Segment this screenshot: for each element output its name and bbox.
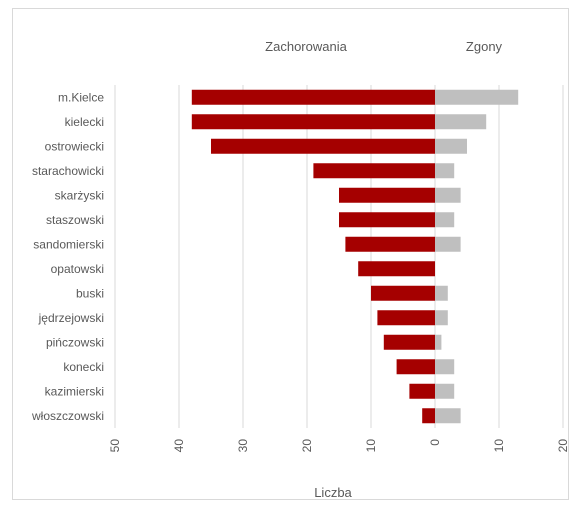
bar-zachorowania xyxy=(191,114,435,130)
category-label: m.Kielce xyxy=(58,90,104,104)
bar-zgony xyxy=(435,334,442,350)
bar-zachorowania xyxy=(396,359,435,375)
bar-zachorowania xyxy=(377,310,435,326)
x-tick-labels: 50 40 30 20 10 0 10 20 xyxy=(108,439,570,453)
bar-zgony xyxy=(435,114,487,130)
category-label: ostrowiecki xyxy=(45,139,104,153)
bar-zgony xyxy=(435,212,455,228)
bar-zgony xyxy=(435,310,448,326)
x-tick-label: 20 xyxy=(556,439,570,453)
bar-zgony xyxy=(435,138,467,154)
category-label: opatowski xyxy=(51,262,104,276)
x-tick-label: 20 xyxy=(300,439,314,453)
x-tick-label: 30 xyxy=(236,439,250,453)
left-series-header: Zachorowania xyxy=(265,39,347,54)
x-tick-label: 10 xyxy=(492,439,506,453)
bar-zachorowania xyxy=(345,236,435,252)
category-label: staszowski xyxy=(46,213,104,227)
bar-zgony xyxy=(435,163,455,179)
category-label: kazimierski xyxy=(45,384,104,398)
category-label: buski xyxy=(76,286,104,300)
x-tick-label: 50 xyxy=(108,439,122,453)
bar-zachorowania xyxy=(371,285,435,301)
x-tick-label: 40 xyxy=(172,439,186,453)
category-label: kielecki xyxy=(65,115,104,129)
bar-zgony xyxy=(435,383,455,399)
category-labels: m.Kielce kielecki ostrowiecki starachowicki… xyxy=(31,90,104,423)
bar-zgony xyxy=(435,285,448,301)
bar-zachorowania xyxy=(211,138,435,154)
category-label: skarżyski xyxy=(55,188,104,202)
bar-zgony xyxy=(435,359,455,375)
bar-zgony xyxy=(435,187,461,203)
bar-zgony xyxy=(435,89,519,105)
category-label: pińczowski xyxy=(46,335,104,349)
bar-zgony xyxy=(435,408,461,424)
bar-zachorowania xyxy=(409,383,435,399)
category-label: jędrzejowski xyxy=(38,311,104,325)
x-tick-label: 10 xyxy=(364,439,378,453)
bar-zachorowania xyxy=(339,187,435,203)
bar-zachorowania xyxy=(339,212,435,228)
bar-zgony xyxy=(435,236,461,252)
bar-zachorowania xyxy=(191,89,435,105)
x-axis-title: Liczba xyxy=(314,485,352,500)
category-label: konecki xyxy=(63,360,104,374)
bar-zachorowania xyxy=(358,261,435,277)
bar-zachorowania xyxy=(313,163,435,179)
bar-zachorowania xyxy=(383,334,435,350)
category-label: włoszczowski xyxy=(31,409,104,423)
gridlines xyxy=(114,85,564,428)
bar-zachorowania xyxy=(422,408,435,424)
bars xyxy=(191,89,519,424)
category-label: sandomierski xyxy=(33,237,104,251)
right-series-header: Zgony xyxy=(466,39,503,54)
x-tick-label: 0 xyxy=(428,439,442,446)
category-label: starachowicki xyxy=(32,164,104,178)
